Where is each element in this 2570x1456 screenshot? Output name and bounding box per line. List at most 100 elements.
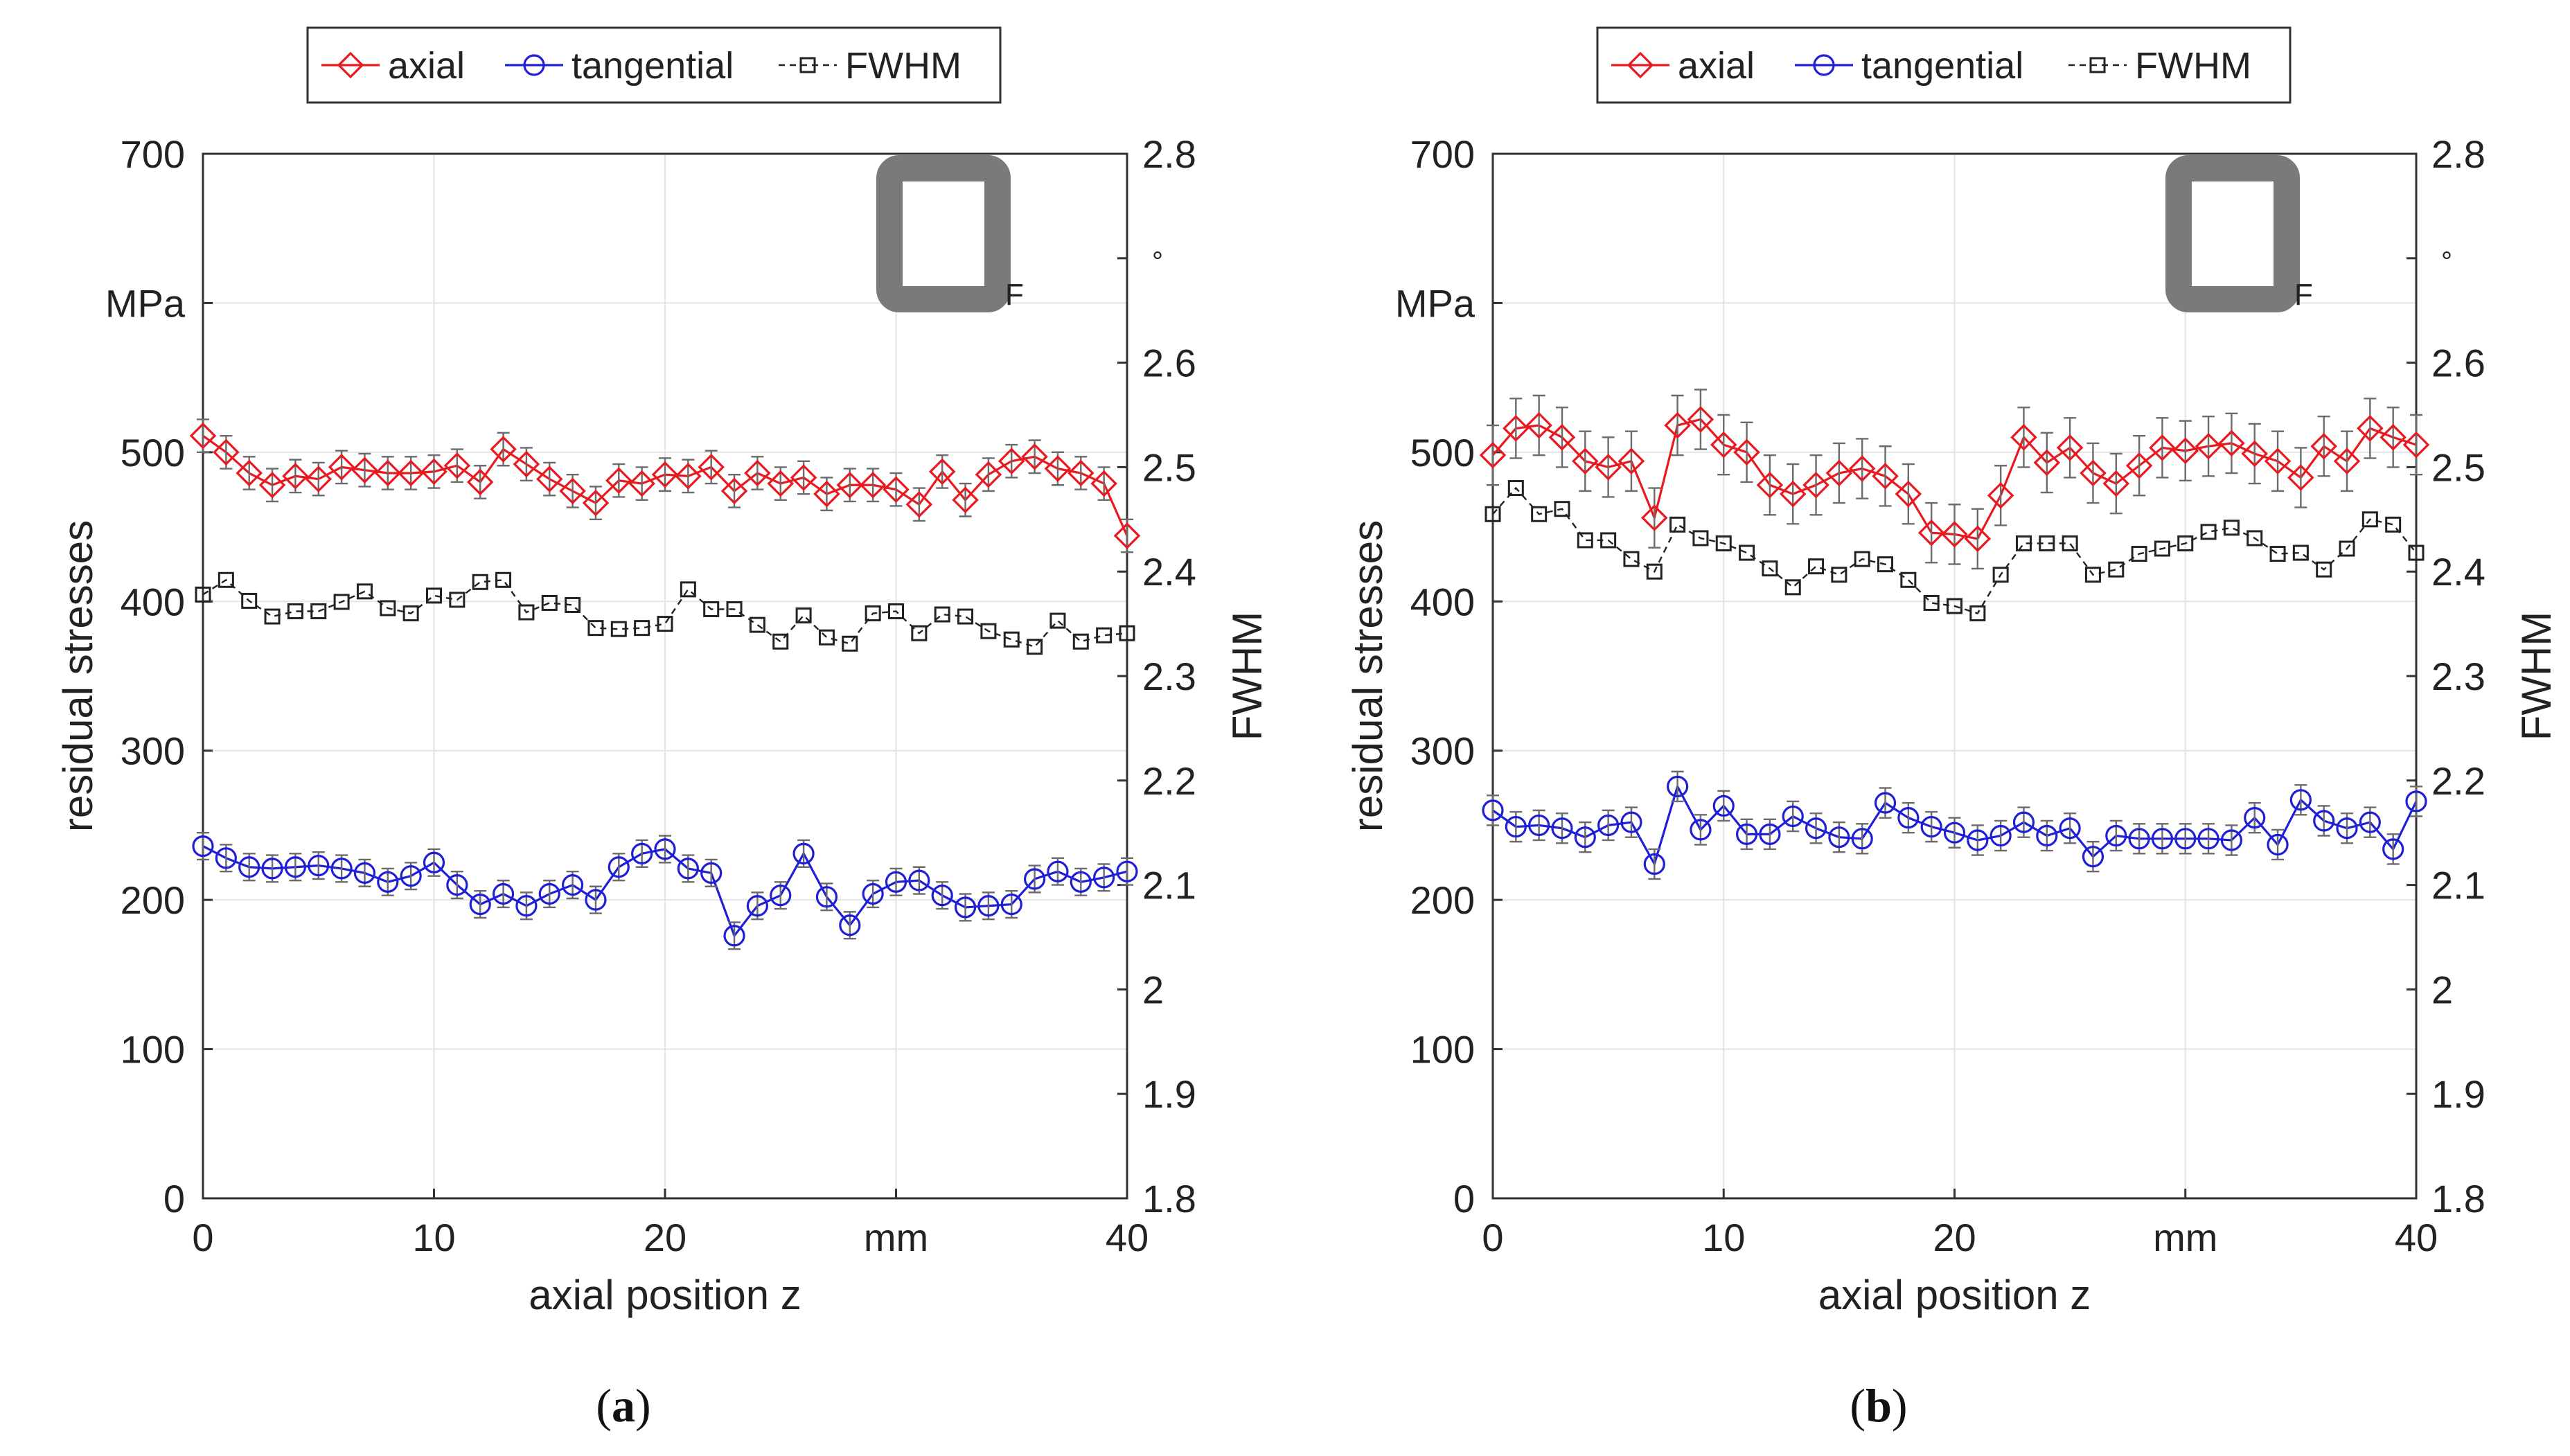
data-point-tangential bbox=[215, 847, 237, 869]
data-point-axial bbox=[1802, 471, 1829, 499]
y-right-tick-label: 2.8 bbox=[1142, 132, 1196, 176]
data-point-fwhm bbox=[2385, 516, 2402, 533]
data-point-axial bbox=[1044, 455, 1072, 482]
data-point-tangential bbox=[1943, 822, 1966, 844]
data-point-axial bbox=[535, 465, 563, 492]
data-point-tangential bbox=[1000, 894, 1022, 916]
cross-section-label: F bbox=[1005, 278, 1024, 312]
data-point-axial bbox=[1895, 480, 1922, 508]
data-point-tangential bbox=[2336, 817, 2358, 840]
data-point-axial bbox=[1595, 454, 1622, 481]
y-right-tick-label: 2.6 bbox=[2431, 341, 2485, 385]
data-point-fwhm bbox=[1507, 480, 1524, 497]
y-right-axis-title: FWHM bbox=[2513, 612, 2560, 741]
data-point-fwhm bbox=[772, 633, 789, 650]
y-left-axis-title: residual stresses bbox=[1345, 520, 1391, 832]
data-point-fwhm bbox=[1119, 625, 1135, 641]
data-point-tangential bbox=[746, 895, 769, 917]
legend-marker-fwhm bbox=[2089, 57, 2106, 73]
data-point-fwhm bbox=[472, 574, 488, 590]
data-point-fwhm bbox=[310, 603, 327, 620]
y2-unit-label: ° bbox=[1152, 247, 1163, 277]
data-point-axial bbox=[282, 463, 309, 490]
y-unit-label: MPa bbox=[1395, 281, 1475, 325]
data-point-fwhm bbox=[2039, 535, 2055, 551]
data-point-axial bbox=[2195, 432, 2222, 460]
y-left-tick-label: 500 bbox=[1410, 431, 1475, 474]
data-point-fwhm bbox=[1854, 551, 1870, 567]
data-point-tangential bbox=[2012, 811, 2035, 833]
data-point-fwhm bbox=[749, 616, 765, 633]
data-point-axial bbox=[328, 454, 355, 481]
data-point-tangential bbox=[723, 925, 745, 947]
data-point-axial bbox=[1941, 521, 1968, 548]
data-point-tangential bbox=[2313, 810, 2335, 832]
data-point-axial bbox=[952, 486, 979, 514]
y-left-tick-label: 300 bbox=[1410, 729, 1475, 773]
data-point-fwhm bbox=[1992, 567, 2009, 583]
data-point-axial bbox=[2010, 424, 2037, 451]
data-point-fwhm bbox=[2316, 561, 2332, 578]
y-right-tick-label: 2 bbox=[2431, 968, 2453, 1011]
legend-marker-tangential bbox=[1813, 54, 1835, 76]
data-point-tangential bbox=[931, 885, 953, 907]
data-point-axial bbox=[2333, 447, 2361, 475]
legend-label-axial: axial bbox=[388, 45, 465, 87]
data-point-axial bbox=[513, 450, 540, 478]
data-point-fwhm bbox=[888, 603, 904, 620]
data-point-tangential bbox=[677, 858, 699, 880]
data-point-axial bbox=[189, 422, 217, 450]
caption-open: ( bbox=[596, 1379, 612, 1432]
x-tick-label: 0 bbox=[192, 1216, 213, 1259]
y-right-axis-title: FWHM bbox=[1224, 612, 1270, 741]
data-point-fwhm bbox=[680, 581, 696, 598]
data-point-axial bbox=[1917, 519, 1945, 547]
data-point-tangential bbox=[2382, 838, 2404, 860]
series-axial bbox=[1479, 389, 2430, 570]
y-right-tick-label: 2.5 bbox=[2431, 445, 2485, 489]
data-point-fwhm bbox=[1049, 612, 1066, 629]
data-point-fwhm bbox=[2269, 546, 2286, 562]
data-point-axial bbox=[883, 476, 910, 503]
data-point-axial bbox=[397, 459, 425, 487]
y-right-tick-label: 2.3 bbox=[1142, 655, 1196, 698]
data-point-axial bbox=[767, 470, 795, 497]
y-left-tick-label: 0 bbox=[163, 1177, 185, 1220]
data-point-fwhm bbox=[1762, 560, 1778, 577]
y-right-tick-label: 1.9 bbox=[1142, 1072, 1196, 1116]
data-point-axial bbox=[2102, 470, 2130, 497]
data-point-tangential bbox=[1897, 807, 1920, 829]
y-left-tick-label: 200 bbox=[121, 878, 185, 922]
data-point-axial bbox=[2033, 449, 2061, 477]
data-point-axial bbox=[2287, 464, 2314, 491]
data-point-tangential bbox=[1735, 823, 1758, 845]
data-point-fwhm bbox=[2015, 535, 2032, 551]
data-point-axial bbox=[559, 477, 586, 505]
series-tangential bbox=[192, 831, 1138, 950]
data-point-axial bbox=[374, 459, 402, 487]
data-point-tangential bbox=[954, 896, 977, 918]
x-tick-label: 20 bbox=[644, 1216, 686, 1259]
x-tick-label: 10 bbox=[412, 1216, 455, 1259]
data-point-fwhm bbox=[865, 605, 881, 622]
data-point-axial bbox=[790, 464, 817, 491]
data-point-fwhm bbox=[2131, 546, 2147, 562]
legend-label-fwhm: FWHM bbox=[2135, 45, 2251, 87]
y-right-tick-label: 1.8 bbox=[2431, 1177, 2485, 1220]
data-point-axial bbox=[905, 490, 933, 518]
legend-marker-axial bbox=[1627, 51, 1654, 79]
data-point-tangential bbox=[2405, 790, 2427, 813]
data-point-axial bbox=[1113, 522, 1141, 549]
data-point-fwhm bbox=[911, 625, 928, 641]
data-point-tangential bbox=[284, 856, 306, 878]
data-point-axial bbox=[420, 458, 447, 486]
data-point-tangential bbox=[1093, 867, 1115, 889]
data-point-axial bbox=[859, 471, 887, 499]
data-point-fwhm bbox=[587, 620, 604, 637]
x-unit-label: mm bbox=[2153, 1216, 2217, 1259]
data-point-fwhm bbox=[356, 583, 373, 600]
data-point-fwhm bbox=[1739, 544, 1755, 561]
data-point-tangential bbox=[446, 873, 468, 896]
x-axis-title: axial position z bbox=[529, 1272, 801, 1318]
data-point-tangential bbox=[2082, 846, 2104, 868]
